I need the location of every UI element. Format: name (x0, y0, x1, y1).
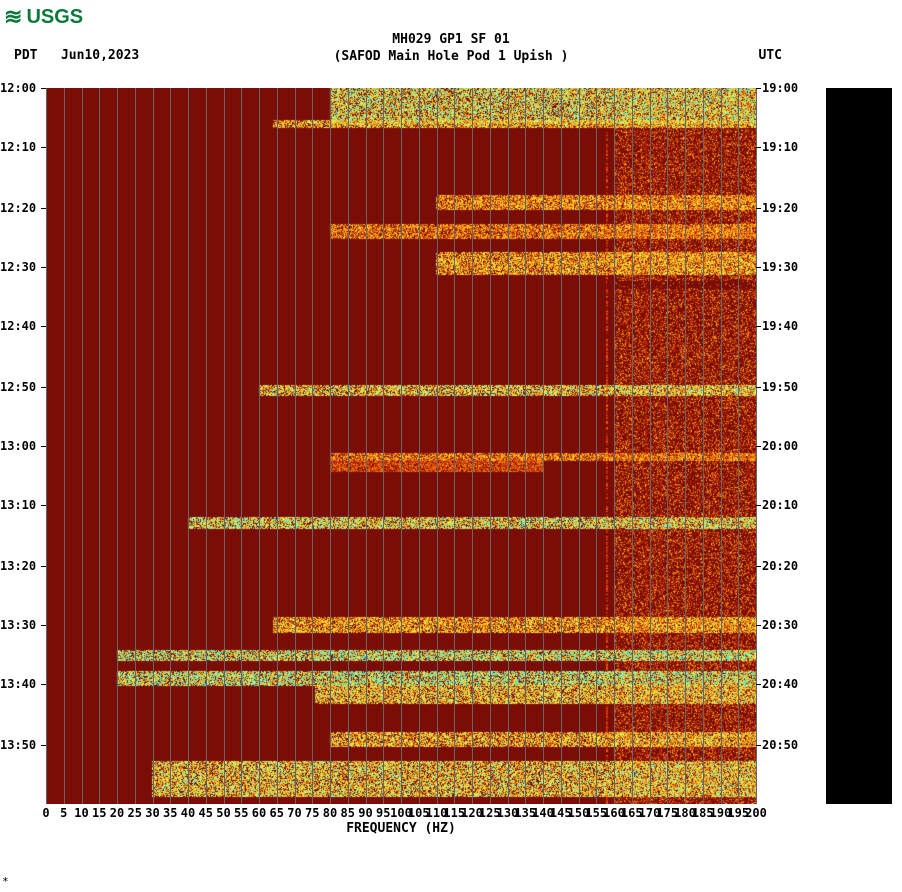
grid-line (650, 88, 651, 804)
x-tick: 35 (163, 806, 177, 820)
grid-line (454, 88, 455, 804)
y-right-tick: 20:00 (762, 439, 798, 453)
grid-line (738, 88, 739, 804)
grid-line (224, 88, 225, 804)
grid-line (366, 88, 367, 804)
logo-wave-icon: ≋ (4, 4, 22, 30)
grid-line (46, 88, 47, 804)
grid-line (383, 88, 384, 804)
y-right-tick: 19:40 (762, 319, 798, 333)
grid-line (82, 88, 83, 804)
y-left-tick: 12:10 (0, 140, 36, 154)
grid-line (419, 88, 420, 804)
grid-line (703, 88, 704, 804)
x-tick: 30 (145, 806, 159, 820)
x-tick: 5 (60, 806, 67, 820)
grid-line (135, 88, 136, 804)
title-line1: MH029 GP1 SF 01 (0, 32, 902, 49)
grid-line (312, 88, 313, 804)
usgs-logo: ≋ USGS (4, 4, 83, 30)
x-tick: 45 (199, 806, 213, 820)
grid-line (188, 88, 189, 804)
grid-line (437, 88, 438, 804)
colorbar (826, 88, 892, 804)
grid-line (99, 88, 100, 804)
x-tick: 15 (92, 806, 106, 820)
grid-line (295, 88, 296, 804)
x-tick: 0 (42, 806, 49, 820)
y-left-tick: 13:30 (0, 618, 36, 632)
x-tick: 25 (128, 806, 142, 820)
grid-line (117, 88, 118, 804)
x-tick: 60 (252, 806, 266, 820)
grid-line (632, 88, 633, 804)
y-left-tick: 13:00 (0, 439, 36, 453)
grid-line (543, 88, 544, 804)
x-tick: 10 (74, 806, 88, 820)
y-right-tick: 20:40 (762, 677, 798, 691)
x-tick: 80 (323, 806, 337, 820)
spectrogram-plot: 12:0012:1012:2012:3012:4012:5013:0013:10… (46, 88, 756, 804)
y-left-tick: 12:40 (0, 319, 36, 333)
y-right-tick: 20:50 (762, 738, 798, 752)
grid-line (153, 88, 154, 804)
grid-line (472, 88, 473, 804)
grid-line (241, 88, 242, 804)
x-tick: 75 (305, 806, 319, 820)
y-left-tick: 12:20 (0, 201, 36, 215)
header-right: UTC (759, 48, 782, 63)
y-right-tick: 19:30 (762, 260, 798, 274)
grid-line (64, 88, 65, 804)
x-tick: 70 (287, 806, 301, 820)
x-tick: 85 (341, 806, 355, 820)
y-left-tick: 12:50 (0, 380, 36, 394)
footer-mark: * (2, 875, 9, 888)
y-right-tick: 19:20 (762, 201, 798, 215)
x-tick: 40 (181, 806, 195, 820)
y-left-tick: 13:40 (0, 677, 36, 691)
y-left-tick: 12:30 (0, 260, 36, 274)
y-left-tick: 12:00 (0, 81, 36, 95)
grid-line (206, 88, 207, 804)
grid-line (508, 88, 509, 804)
grid-line (579, 88, 580, 804)
x-tick: 50 (216, 806, 230, 820)
x-tick: 55 (234, 806, 248, 820)
y-left-tick: 13:10 (0, 498, 36, 512)
y-right-tick: 20:10 (762, 498, 798, 512)
grid-line (401, 88, 402, 804)
y-right-tick: 19:10 (762, 140, 798, 154)
grid-line (667, 88, 668, 804)
y-right-tick: 19:50 (762, 380, 798, 394)
grid-line (490, 88, 491, 804)
grid-line (348, 88, 349, 804)
x-tick: 20 (110, 806, 124, 820)
x-tick: 90 (358, 806, 372, 820)
y-right-tick: 20:30 (762, 618, 798, 632)
grid-line (277, 88, 278, 804)
grid-line (330, 88, 331, 804)
grid-line (721, 88, 722, 804)
y-left-tick: 13:50 (0, 738, 36, 752)
grid-line (614, 88, 615, 804)
right-tz: UTC (759, 48, 782, 63)
logo-text: USGS (26, 6, 83, 29)
y-left-tick: 13:20 (0, 559, 36, 573)
grid-line (170, 88, 171, 804)
y-right-tick: 20:20 (762, 559, 798, 573)
x-tick: 200 (745, 806, 767, 820)
grid-line (259, 88, 260, 804)
y-right-tick: 19:00 (762, 81, 798, 95)
x-axis-label: FREQUENCY (HZ) (46, 821, 756, 836)
grid-line (685, 88, 686, 804)
x-tick: 95 (376, 806, 390, 820)
grid-line (596, 88, 597, 804)
grid-line (525, 88, 526, 804)
grid-line (561, 88, 562, 804)
x-tick: 65 (270, 806, 284, 820)
